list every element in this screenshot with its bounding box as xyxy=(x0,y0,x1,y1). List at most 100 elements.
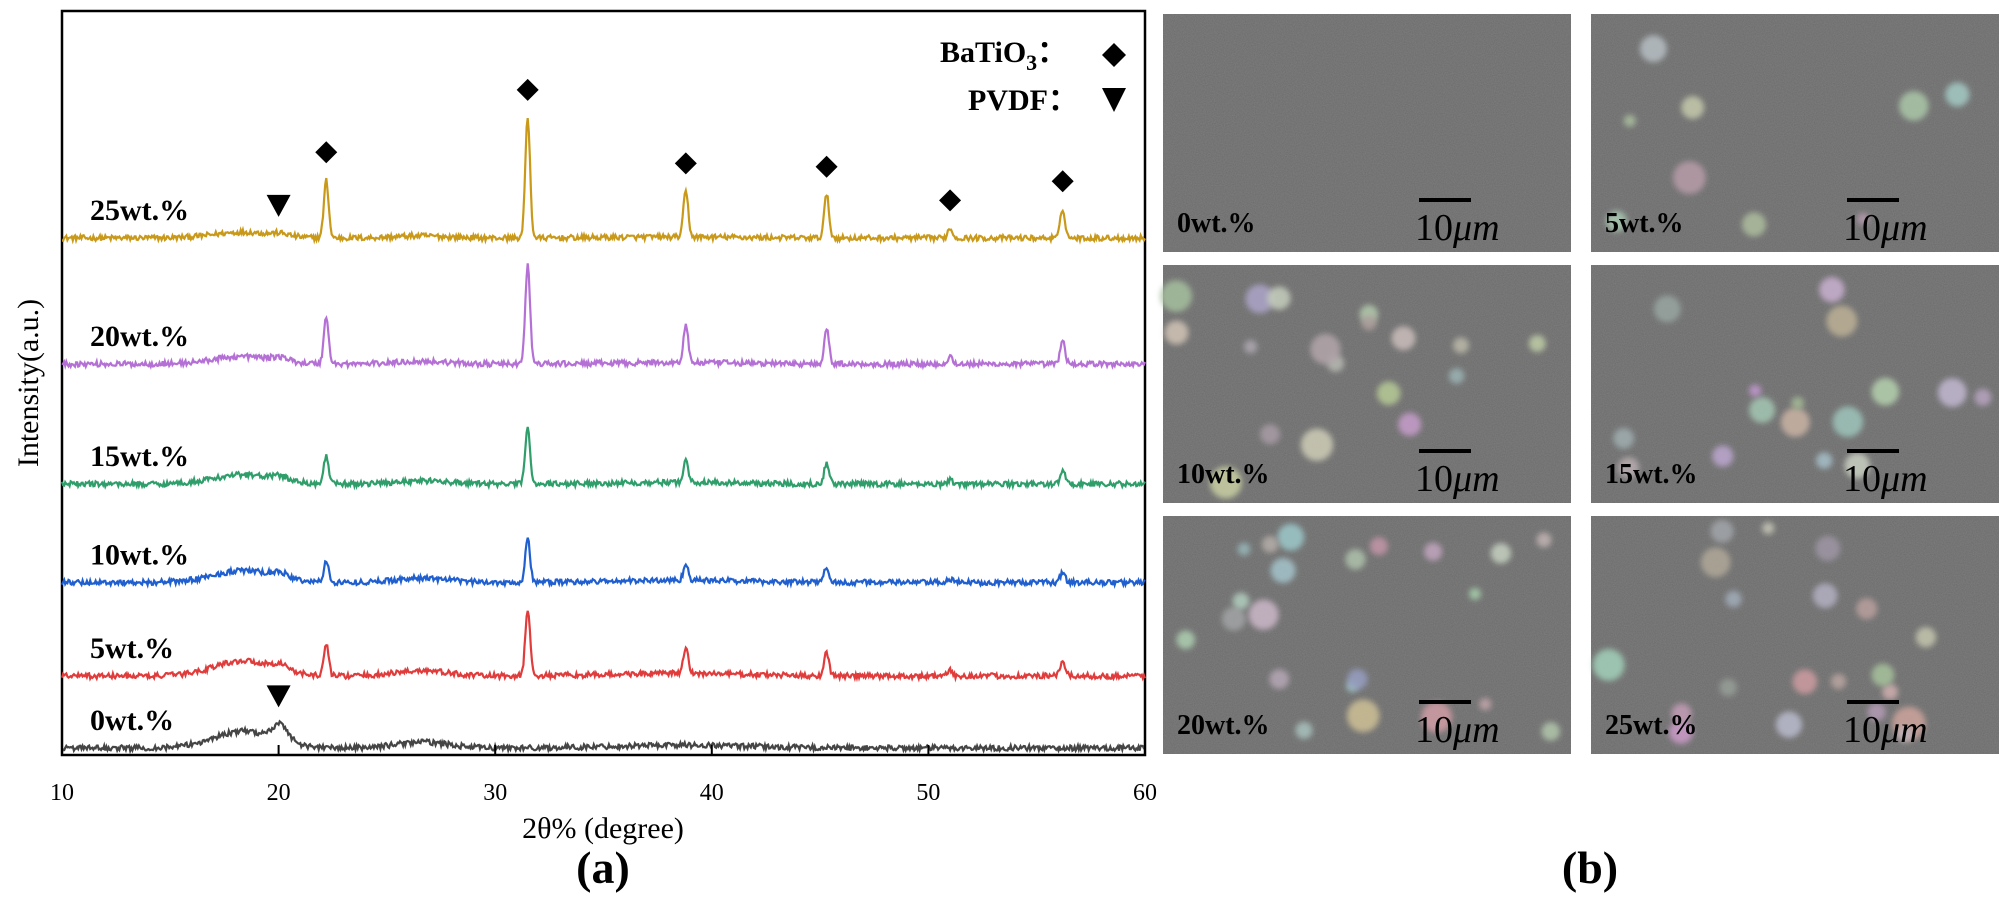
sem-particle xyxy=(1347,669,1368,690)
sem-particle xyxy=(1260,424,1281,445)
sem-particle xyxy=(1937,378,1967,407)
sem-particle xyxy=(1897,726,1913,743)
series-label: 5wt.% xyxy=(90,632,174,665)
y-axis-label: Intensity(a.u.) xyxy=(12,299,45,467)
sem-particle xyxy=(1832,406,1864,438)
sem-particle xyxy=(1844,452,1871,479)
sem-particle xyxy=(1295,721,1313,739)
x-tick-label: 60 xyxy=(1133,780,1157,806)
panel-label-b: (b) xyxy=(1562,842,1618,893)
pvdf-triangle-marker xyxy=(266,194,291,217)
sem-image-label: 10wt.% xyxy=(1177,459,1270,490)
sem-particle xyxy=(1671,703,1692,724)
sem-image-label: 20wt.% xyxy=(1177,710,1270,741)
sem-particle xyxy=(1915,627,1937,648)
sem-particle xyxy=(1310,333,1341,365)
legend-triangle-icon xyxy=(1102,88,1126,112)
sem-particle xyxy=(1469,587,1481,600)
sem-particle xyxy=(1792,669,1818,694)
sem-image: 5wt.% 10μm xyxy=(1591,14,1999,252)
sem-particle xyxy=(1712,445,1734,467)
sem-particle xyxy=(1369,537,1388,556)
sem-particle xyxy=(1815,535,1841,561)
series-label: 10wt.% xyxy=(90,538,189,571)
scale-bar-text: 10μm xyxy=(1843,207,1928,249)
sem-particle xyxy=(1592,649,1625,681)
sem-particle xyxy=(1248,599,1279,630)
series-line-10wt xyxy=(60,537,1146,590)
sem-image: 15wt.% 10μm xyxy=(1591,265,1999,503)
sem-particle xyxy=(1606,210,1627,232)
sem-particle xyxy=(1673,161,1706,195)
sem-particle xyxy=(1741,212,1767,237)
batio3-diamond-marker xyxy=(674,152,697,175)
batio3-diamond-marker xyxy=(939,189,962,212)
sem-particle xyxy=(1232,592,1250,610)
sem-particle xyxy=(1361,315,1377,331)
sem-image: 0wt.% 10μm xyxy=(1163,14,1571,252)
sem-particle xyxy=(1261,535,1279,553)
sem-particle xyxy=(1421,701,1453,733)
sem-particle xyxy=(1618,457,1640,479)
sem-particle xyxy=(1221,606,1246,631)
sem-particle xyxy=(1700,547,1731,578)
series-line-0wt xyxy=(61,719,1146,755)
sem-particle xyxy=(1300,428,1334,461)
sem-image: 20wt.% 10μm xyxy=(1163,516,1571,754)
sem-particle xyxy=(1345,549,1366,570)
sem-particle xyxy=(1270,558,1296,583)
sem-grain xyxy=(1163,265,1571,503)
sem-particle xyxy=(1424,542,1443,561)
batio3-diamond-marker xyxy=(815,155,838,178)
sem-particle xyxy=(1819,277,1845,303)
series-label: 15wt.% xyxy=(90,440,189,473)
sem-particle xyxy=(1237,542,1251,556)
sem-particle xyxy=(1669,719,1693,744)
x-tick-label: 50 xyxy=(916,780,940,806)
series-label: 25wt.% xyxy=(90,194,189,227)
sem-particle xyxy=(1376,381,1401,406)
sem-particle xyxy=(1725,590,1742,608)
sem-particle xyxy=(1762,522,1775,535)
sem-particle xyxy=(1856,598,1878,620)
sem-particle xyxy=(1871,663,1895,687)
sem-particle xyxy=(1623,114,1636,127)
marker-layer xyxy=(266,78,1074,708)
batio3-diamond-marker xyxy=(315,141,338,164)
legend-entry-pvdf: PVDF： xyxy=(968,84,1078,117)
sem-image-label: 25wt.% xyxy=(1605,710,1698,741)
sem-particle xyxy=(1245,284,1275,314)
sem-particle xyxy=(1243,340,1258,354)
series-label: 20wt.% xyxy=(90,320,189,353)
legend: BaTiO3： PVDF： xyxy=(940,36,1126,117)
sem-image-label: 5wt.% xyxy=(1605,208,1684,239)
sem-particle xyxy=(1857,212,1870,225)
sem-particle xyxy=(1780,407,1810,437)
sem-particle xyxy=(1653,295,1681,323)
sem-particle xyxy=(1541,722,1561,741)
x-tick-label: 40 xyxy=(700,780,724,806)
series-line-15wt xyxy=(60,426,1146,491)
scale-bar-text: 10μm xyxy=(1843,709,1928,751)
sem-particle xyxy=(1479,698,1492,711)
sem-grain xyxy=(1163,14,1571,252)
series-line-20wt xyxy=(61,263,1147,371)
sem-particle xyxy=(1277,523,1305,551)
sem-particle xyxy=(1710,519,1734,543)
sem-image-label: 15wt.% xyxy=(1605,459,1698,490)
batio3-diamond-marker xyxy=(516,78,539,101)
sem-particle xyxy=(1791,396,1805,410)
sem-particle xyxy=(1269,669,1290,689)
x-axis-label: 2θ% (degree) xyxy=(522,812,684,845)
legend-diamond-icon xyxy=(1102,43,1126,67)
pvdf-triangle-marker xyxy=(266,685,291,708)
sem-particle xyxy=(1749,397,1776,423)
sem-image-label: 0wt.% xyxy=(1177,208,1256,239)
sem-particle xyxy=(1816,452,1833,469)
scale-bar-text: 10μm xyxy=(1843,458,1928,500)
x-tick-label: 20 xyxy=(267,780,291,806)
x-tick-label: 30 xyxy=(483,780,507,806)
plot-frame xyxy=(60,9,1147,757)
sem-image: 25wt.% 10μm xyxy=(1591,516,1999,754)
